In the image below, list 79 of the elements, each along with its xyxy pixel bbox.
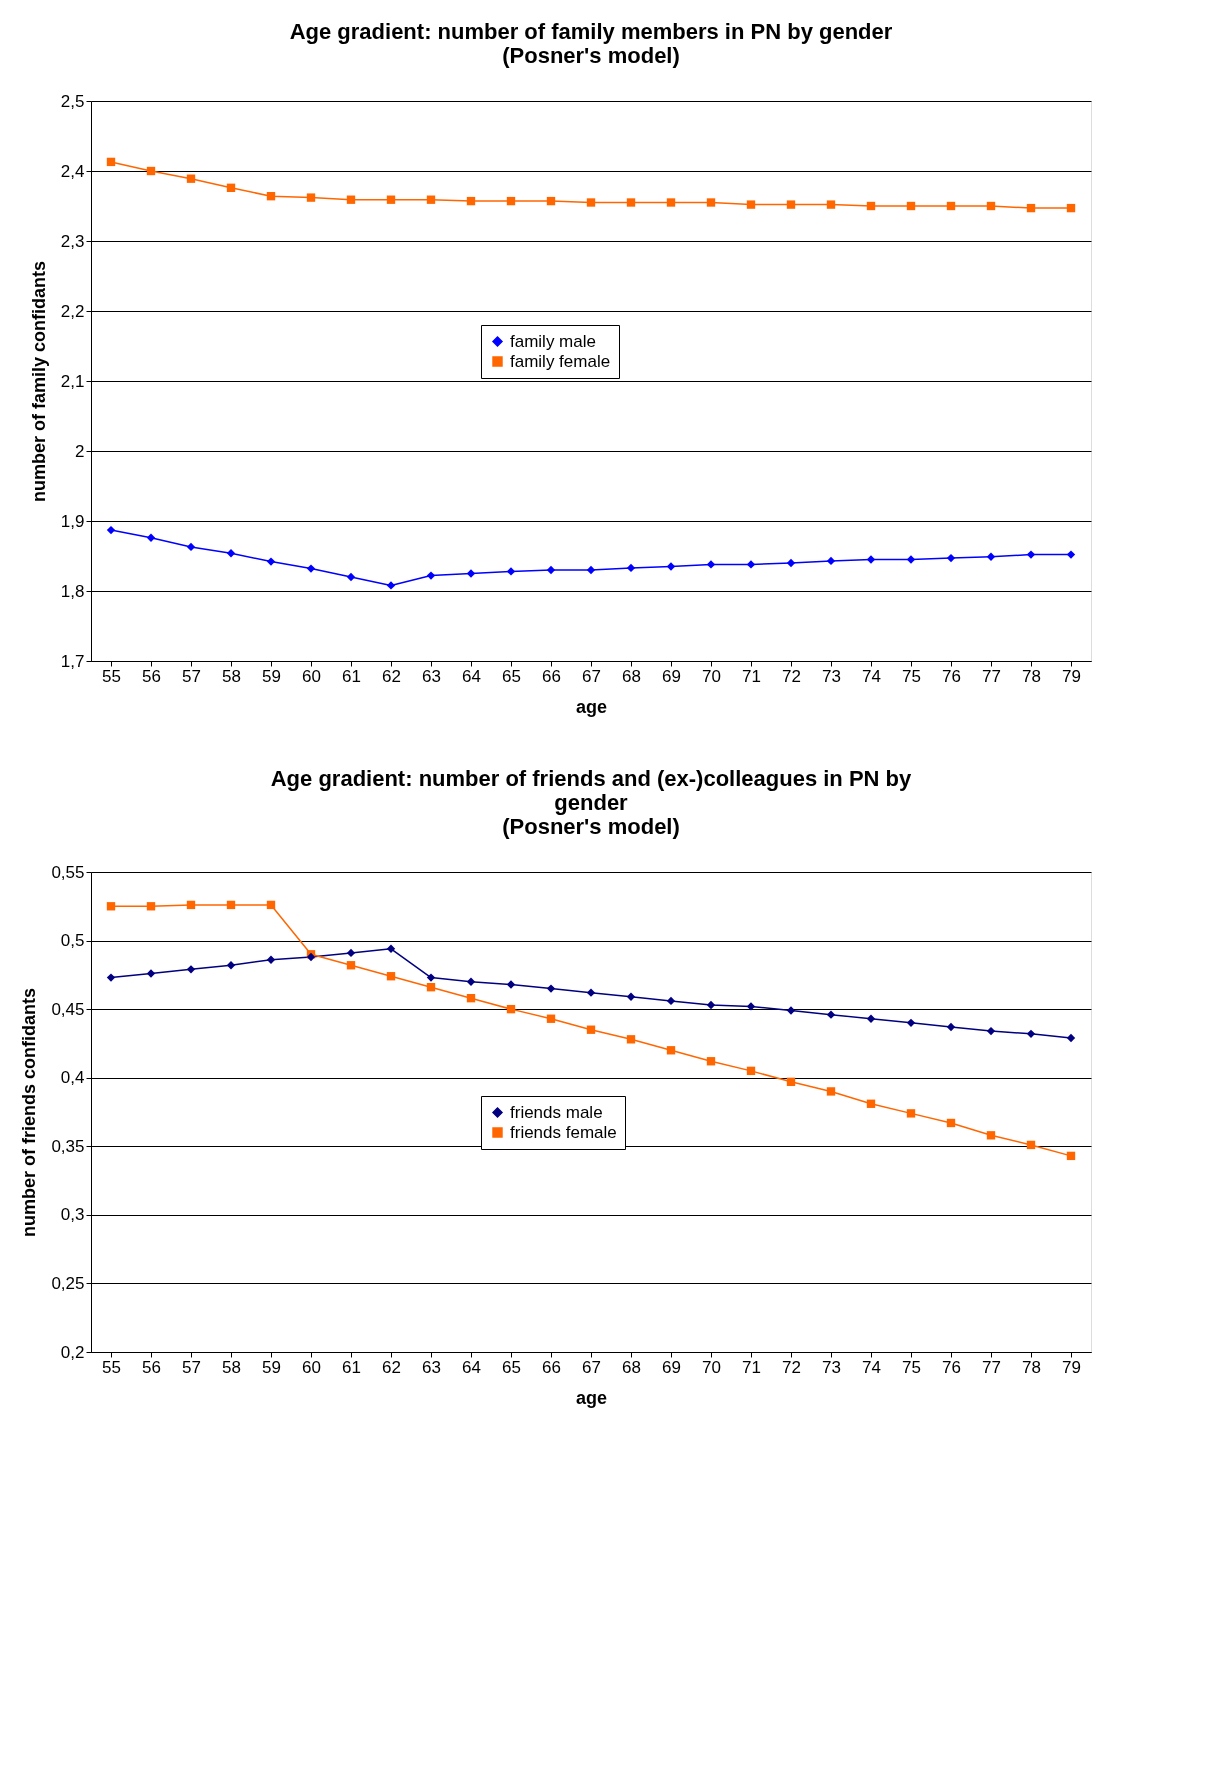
legend-label: family male bbox=[510, 331, 596, 351]
x-tick-label: 74 bbox=[862, 666, 881, 686]
y-tick-label: 2,4 bbox=[60, 161, 85, 181]
x-tick-label: 65 bbox=[502, 666, 521, 686]
y-tick-label: 1,7 bbox=[60, 651, 85, 671]
x-tick-label: 78 bbox=[1022, 666, 1041, 686]
x-tick-label: 62 bbox=[382, 666, 401, 686]
x-tick-label: 70 bbox=[702, 666, 721, 686]
x-tick-label: 79 bbox=[1062, 1357, 1081, 1377]
x-tick-label: 71 bbox=[742, 666, 761, 686]
x-tick-label: 69 bbox=[662, 666, 681, 686]
y-tick-label: 0,4 bbox=[60, 1068, 85, 1088]
x-tick-label: 65 bbox=[502, 1357, 521, 1377]
y-tick-label: 0,3 bbox=[60, 1205, 85, 1225]
chart-title: Age gradient: number of friends and (ex-)colleagues in PN by gender bbox=[270, 766, 913, 815]
x-tick-label: 71 bbox=[742, 1357, 761, 1377]
y-tick-label: 2 bbox=[75, 441, 85, 461]
x-tick-label: 55 bbox=[102, 1357, 121, 1377]
x-tick-label: 73 bbox=[822, 666, 841, 686]
chart-subtitle: (Posner's model) bbox=[502, 814, 680, 839]
x-tick-label: 77 bbox=[982, 666, 1001, 686]
y-tick-label: 0,2 bbox=[60, 1342, 85, 1362]
legend-label: family female bbox=[510, 351, 611, 371]
x-tick-label: 76 bbox=[942, 1357, 961, 1377]
x-tick-label: 77 bbox=[982, 1357, 1001, 1377]
legend-label: friends male bbox=[510, 1102, 603, 1122]
x-tick-label: 79 bbox=[1062, 666, 1081, 686]
x-tick-label: 72 bbox=[782, 1357, 801, 1377]
x-tick-label: 76 bbox=[942, 666, 961, 686]
x-tick-label: 57 bbox=[182, 1357, 201, 1377]
x-tick-label: 75 bbox=[902, 666, 921, 686]
y-tick-label: 1,8 bbox=[60, 581, 85, 601]
x-tick-label: 56 bbox=[142, 1357, 161, 1377]
y-tick-label: 2,2 bbox=[60, 301, 85, 321]
x-tick-label: 59 bbox=[262, 666, 281, 686]
x-tick-label: 61 bbox=[342, 1357, 361, 1377]
chart-subtitle: (Posner's model) bbox=[502, 43, 680, 68]
y-tick-label: 0,35 bbox=[51, 1136, 85, 1156]
x-tick-label: 63 bbox=[422, 666, 441, 686]
x-tick-label: 78 bbox=[1022, 1357, 1041, 1377]
x-tick-label: 55 bbox=[102, 666, 121, 686]
x-tick-label: 59 bbox=[262, 1357, 281, 1377]
x-tick-label: 70 bbox=[702, 1357, 721, 1377]
x-tick-label: 58 bbox=[222, 1357, 241, 1377]
y-axis-title: number of friends confidants bbox=[19, 987, 40, 1238]
x-tick-label: 74 bbox=[862, 1357, 881, 1377]
x-tick-label: 57 bbox=[182, 666, 201, 686]
x-axis-title: age bbox=[575, 1387, 608, 1408]
chart-title: Age gradient: number of family members in PN by gender bbox=[289, 19, 893, 44]
y-axis-title: number of family confidants bbox=[28, 260, 49, 503]
y-tick-label: 2,3 bbox=[60, 231, 85, 251]
x-tick-label: 66 bbox=[542, 1357, 561, 1377]
y-tick-label: 0,5 bbox=[60, 931, 85, 951]
y-tick-label: 1,9 bbox=[60, 511, 85, 531]
x-tick-label: 61 bbox=[342, 666, 361, 686]
x-tick-label: 62 bbox=[382, 1357, 401, 1377]
x-tick-label: 75 bbox=[902, 1357, 921, 1377]
x-tick-label: 68 bbox=[622, 1357, 641, 1377]
x-tick-label: 67 bbox=[582, 666, 601, 686]
x-tick-label: 56 bbox=[142, 666, 161, 686]
x-tick-label: 63 bbox=[422, 1357, 441, 1377]
x-tick-label: 58 bbox=[222, 666, 241, 686]
y-tick-label: 0,25 bbox=[51, 1273, 85, 1293]
x-tick-label: 60 bbox=[302, 666, 321, 686]
x-tick-label: 60 bbox=[302, 1357, 321, 1377]
x-tick-label: 64 bbox=[462, 666, 481, 686]
y-tick-label: 2,1 bbox=[60, 371, 85, 391]
y-tick-label: 0,45 bbox=[51, 999, 85, 1019]
legend-label: friends female bbox=[510, 1122, 617, 1142]
y-tick-label: 0,55 bbox=[51, 862, 85, 882]
x-tick-label: 72 bbox=[782, 666, 801, 686]
x-tick-label: 69 bbox=[662, 1357, 681, 1377]
x-tick-label: 66 bbox=[542, 666, 561, 686]
x-tick-label: 67 bbox=[582, 1357, 601, 1377]
x-tick-label: 64 bbox=[462, 1357, 481, 1377]
x-tick-label: 68 bbox=[622, 666, 641, 686]
x-axis-title: age bbox=[575, 696, 608, 717]
y-tick-label: 2,5 bbox=[60, 91, 85, 111]
x-tick-label: 73 bbox=[822, 1357, 841, 1377]
